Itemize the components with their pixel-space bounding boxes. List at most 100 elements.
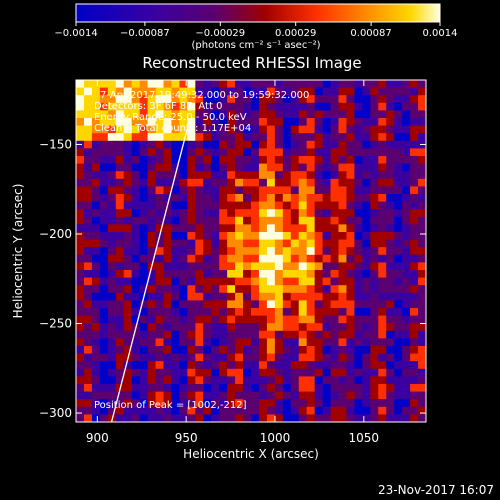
heatmap-cell [115,80,125,89]
heatmap-cell [155,110,165,119]
heatmap-cell [266,125,276,134]
heatmap-cell [394,110,403,119]
heatmap-cell [155,140,165,149]
heatmap-cell [298,346,308,355]
heatmap-cell [123,338,133,347]
heatmap-cell [91,391,101,400]
heatmap-cell [274,95,284,104]
heatmap-cell [402,247,411,256]
heatmap-cell [362,300,371,309]
heatmap-cell [211,300,220,309]
heatmap-cell [211,194,220,203]
heatmap-cell [179,254,188,263]
heatmap-cell [107,186,117,195]
heatmap-cell [203,353,212,362]
heatmap-cell [139,178,149,187]
heatmap-cell [330,270,340,279]
heatmap-cell [330,171,340,180]
heatmap-cell [76,201,85,210]
heatmap-cell [338,201,348,210]
heatmap-cell [410,224,419,233]
heatmap-cell [322,209,332,218]
heatmap-cell [330,148,340,157]
heatmap-cell [76,95,85,104]
heatmap-cell [322,140,332,149]
heatmap-cell [91,125,101,134]
heatmap-cell [346,140,355,149]
heatmap-cell [354,216,363,225]
heatmap-cell [314,201,324,210]
heatmap-cell [354,277,363,286]
heatmap-cell [107,156,117,165]
heatmap-cell [139,118,149,127]
heatmap-cell [362,87,371,96]
heatmap-cell [362,178,371,187]
heatmap-cell [410,292,419,301]
heatmap-cell [83,247,93,256]
heatmap-cell [243,262,252,271]
heatmap-cell [418,163,426,172]
heatmap-cell [354,338,363,347]
heatmap-cell [179,201,188,210]
heatmap-cell [330,414,340,422]
heatmap-cell [370,315,379,324]
heatmap-cell [330,353,340,362]
heatmap-cell [298,80,308,89]
heatmap-cell [235,262,244,271]
heatmap-cell [251,376,260,385]
heatmap-cell [410,87,419,96]
heatmap-cell [123,308,133,317]
heatmap-cell [139,414,149,422]
heatmap-cell [171,277,180,286]
heatmap-cell [258,247,268,256]
heatmap-cell [410,308,419,317]
heatmap-cell [290,315,300,324]
heatmap-cell [131,110,141,119]
heatmap-cell [187,346,196,355]
heatmap-cell [266,285,276,294]
heatmap-cell [370,118,379,127]
heatmap-cell [370,361,379,370]
heatmap-cell [171,376,180,385]
heatmap-cell [354,270,363,279]
heatmap-cell [187,292,196,301]
heatmap-cell [282,201,292,210]
heatmap-cell [418,239,426,248]
heatmap-cell [386,323,395,332]
heatmap-cell [115,216,125,225]
heatmap-cell [243,361,252,370]
heatmap-cell [370,346,379,355]
x-tick-label: 1050 [349,431,380,445]
heatmap-cell [131,346,141,355]
heatmap-cell [410,254,419,263]
heatmap-cell [274,201,284,210]
heatmap-cell [147,368,157,377]
heatmap-cell [338,186,348,195]
heatmap-cell [187,80,196,89]
heatmap-cell [322,315,332,324]
heatmap-cell [155,194,165,203]
heatmap-cell [83,95,93,104]
solar-limb-line [110,119,191,422]
heatmap-cell [386,254,395,263]
heatmap-cell [394,292,403,301]
heatmap-cell [91,285,101,294]
heatmap-cell [179,285,188,294]
heatmap-cell [163,216,173,225]
heatmap-cell [171,292,180,301]
heatmap-cell [187,186,196,195]
heatmap-cell [203,391,212,400]
heatmap-cell [123,133,133,142]
heatmap-cell [235,171,244,180]
heatmap-cell [211,163,220,172]
heatmap-cell [123,247,133,256]
heatmap-cell [338,300,348,309]
heatmap-cell [155,178,165,187]
heatmap-cell [83,368,93,377]
heatmap-cell [282,277,292,286]
heatmap-cell [83,178,93,187]
heatmap-cell [314,224,324,233]
heatmap-cell [91,300,101,309]
x-tick-label: 900 [86,431,109,445]
heatmap-cell [107,80,117,89]
